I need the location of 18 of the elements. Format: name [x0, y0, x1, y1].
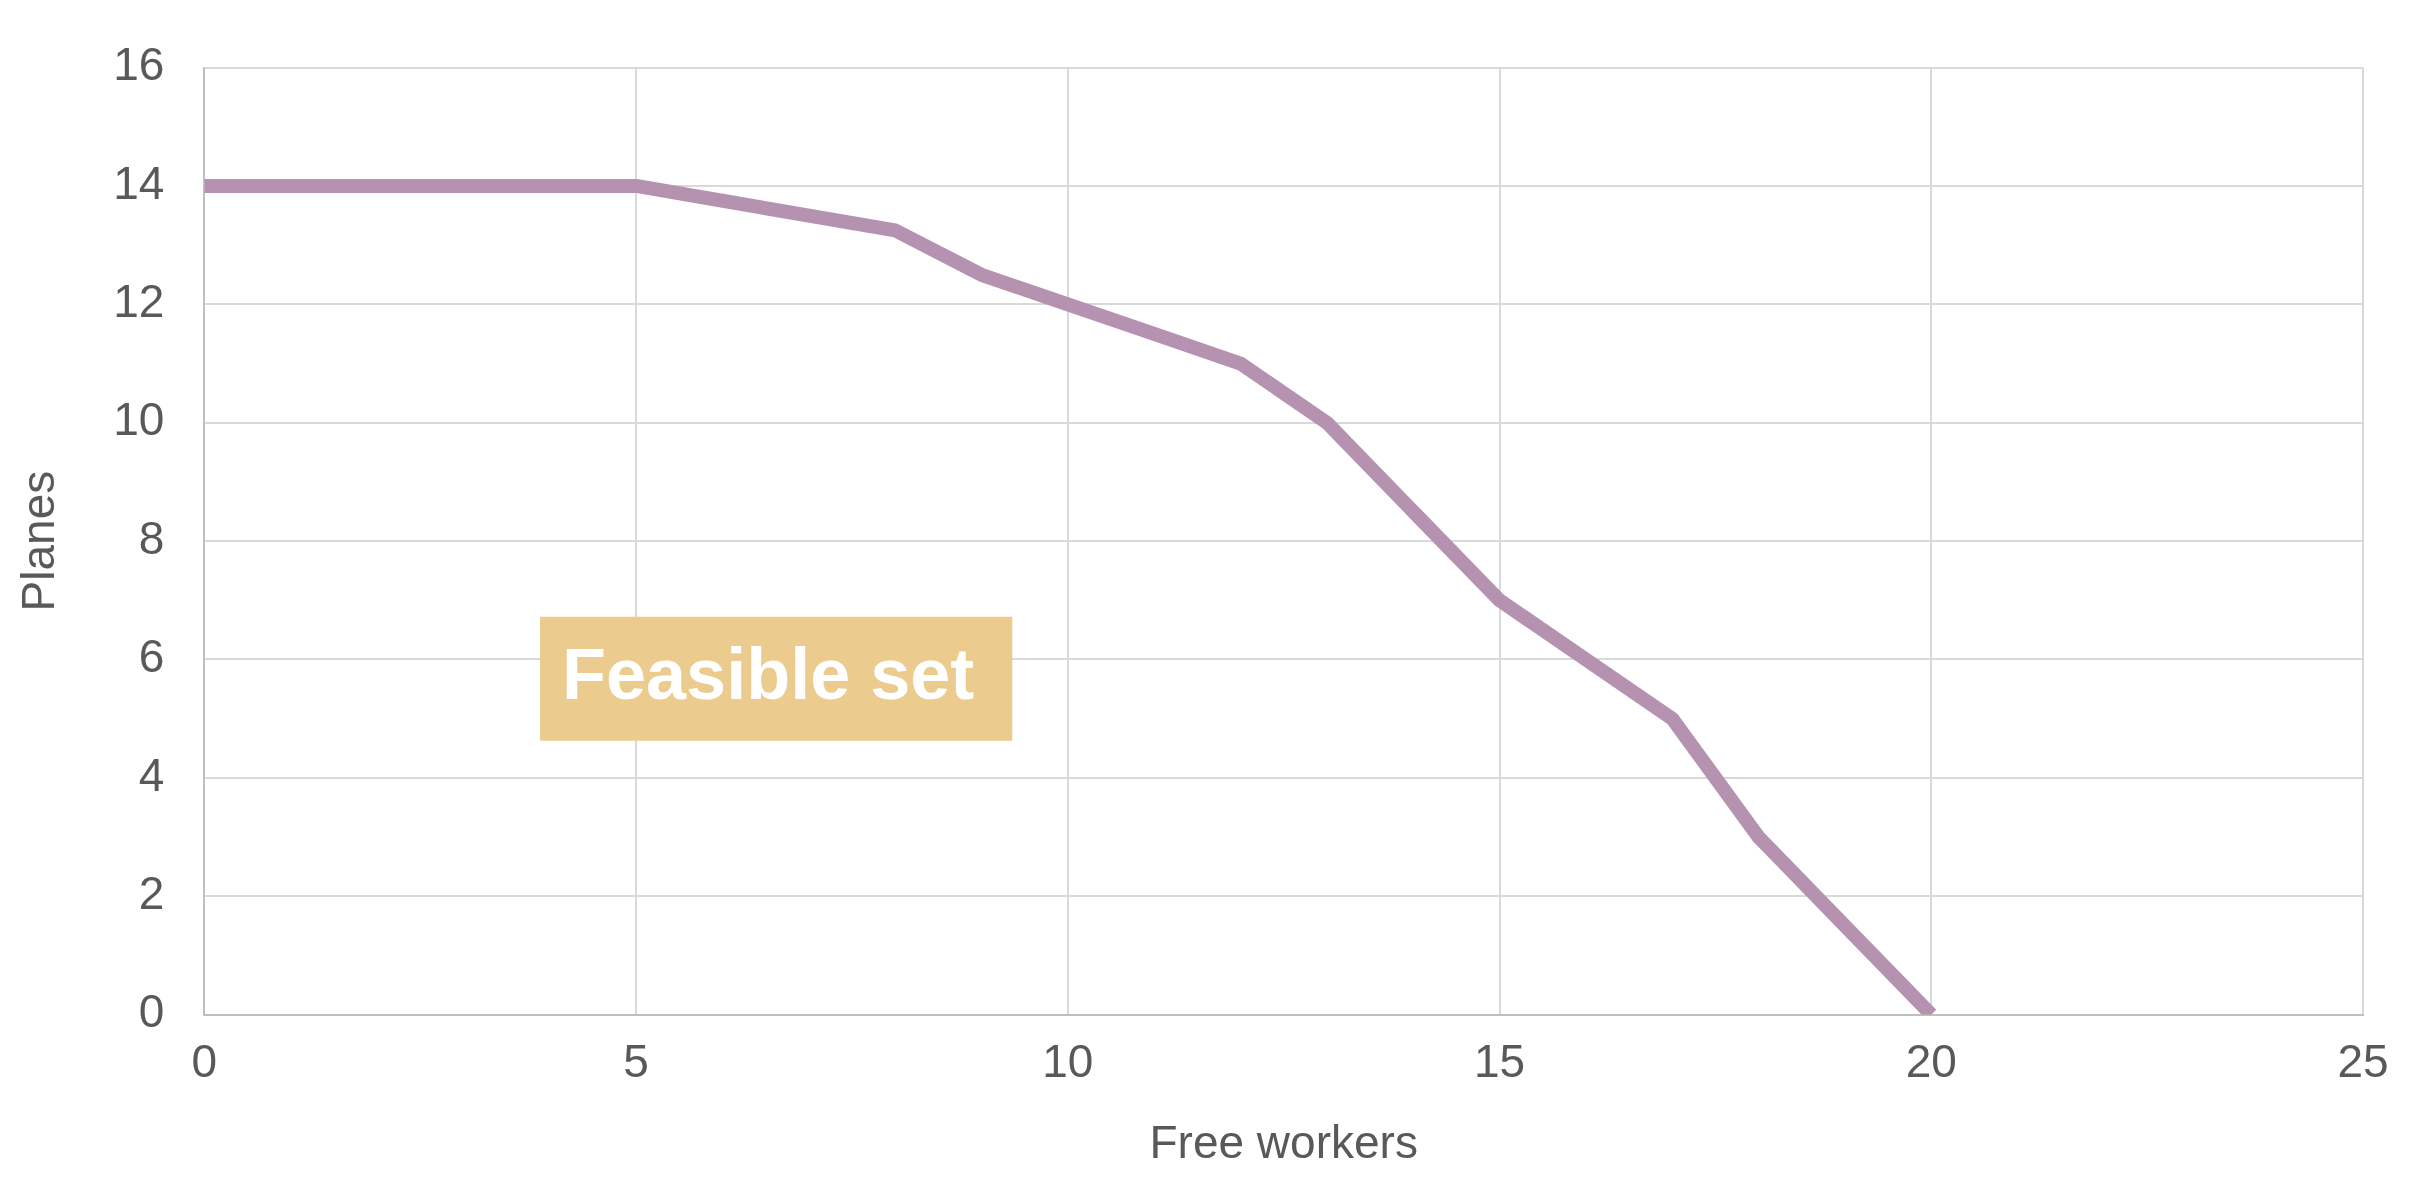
y-tick-label: 0	[138, 985, 165, 1038]
x-tick-label: 10	[1042, 1034, 1094, 1087]
y-tick-label: 6	[138, 630, 165, 683]
x-tick-label: 0	[191, 1034, 218, 1087]
y-tick-label: 16	[113, 38, 165, 91]
y-tick-label: 2	[138, 866, 165, 919]
y-tick-label: 14	[113, 156, 165, 209]
y-tick-label: 8	[138, 511, 165, 564]
y-tick-label: 12	[113, 275, 165, 328]
annotation: Feasible set	[562, 633, 975, 714]
y-axis-title: Planes	[12, 470, 65, 612]
y-tick-label: 4	[138, 748, 165, 801]
x-tick-label: 25	[2337, 1034, 2389, 1087]
y-tick-label: 10	[113, 393, 165, 446]
x-axis-title: Free workers	[1149, 1116, 1418, 1169]
x-tick-label: 15	[1473, 1034, 1526, 1087]
x-tick-label: 20	[1905, 1034, 1957, 1087]
x-tick-label: 5	[623, 1034, 649, 1087]
